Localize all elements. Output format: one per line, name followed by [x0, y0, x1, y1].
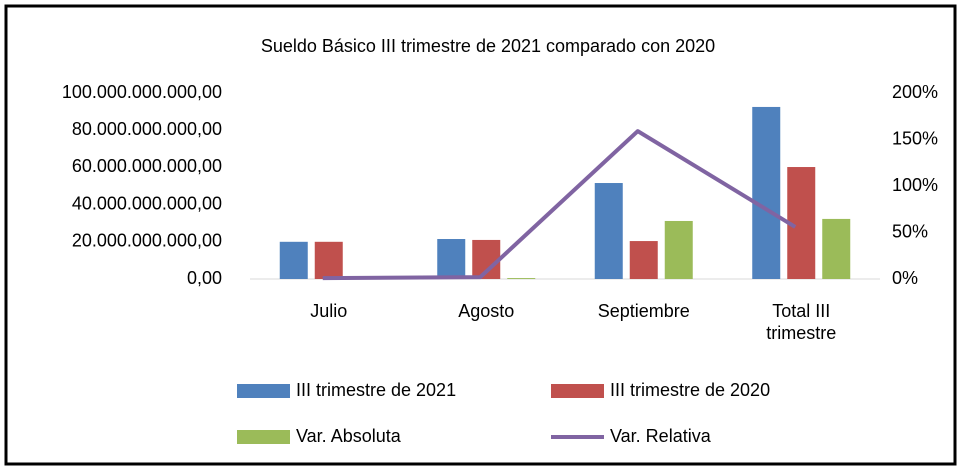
bar	[279, 241, 308, 279]
bar	[822, 218, 851, 279]
x-tick-label: Julio	[310, 301, 348, 321]
y2-tick-label: 150%	[892, 128, 938, 148]
y2-tick-label: 200%	[892, 82, 938, 102]
x-tick-label: Total III trimestre	[766, 301, 837, 343]
y2-tick-label: 50%	[892, 221, 928, 241]
bar	[437, 239, 466, 279]
legend-marker	[237, 430, 290, 444]
y-tick-label: 0,00	[187, 268, 222, 288]
bar	[664, 220, 693, 279]
y-tick-label: 20.000.000.000,00	[72, 231, 222, 251]
y-tick-label: 40.000.000.000,00	[72, 193, 222, 213]
legend-label: Var. Relativa	[610, 426, 712, 446]
bar	[594, 183, 623, 279]
legend-label: III trimestre de 2020	[610, 380, 770, 400]
y-tick-label: 100.000.000.000,00	[62, 82, 222, 102]
bar	[629, 241, 658, 279]
bar	[507, 278, 536, 279]
y2-tick-label: 100%	[892, 175, 938, 195]
y-tick-label: 60.000.000.000,00	[72, 156, 222, 176]
y2-tick-label: 0%	[892, 268, 918, 288]
legend-marker	[237, 384, 290, 398]
legend-marker	[551, 384, 604, 398]
line	[322, 129, 797, 281]
x-tick-label: Agosto	[458, 301, 515, 321]
x-tick-label: Septiembre	[597, 301, 690, 321]
chart-title: Sueldo Básico III trimestre de 2021 comp…	[261, 36, 715, 56]
y-tick-label: 80.000.000.000,00	[72, 119, 222, 139]
bar	[314, 241, 343, 279]
legend-label: III trimestre de 2021	[296, 380, 456, 400]
legend-label: Var. Absoluta	[296, 426, 402, 446]
bar	[752, 106, 781, 279]
